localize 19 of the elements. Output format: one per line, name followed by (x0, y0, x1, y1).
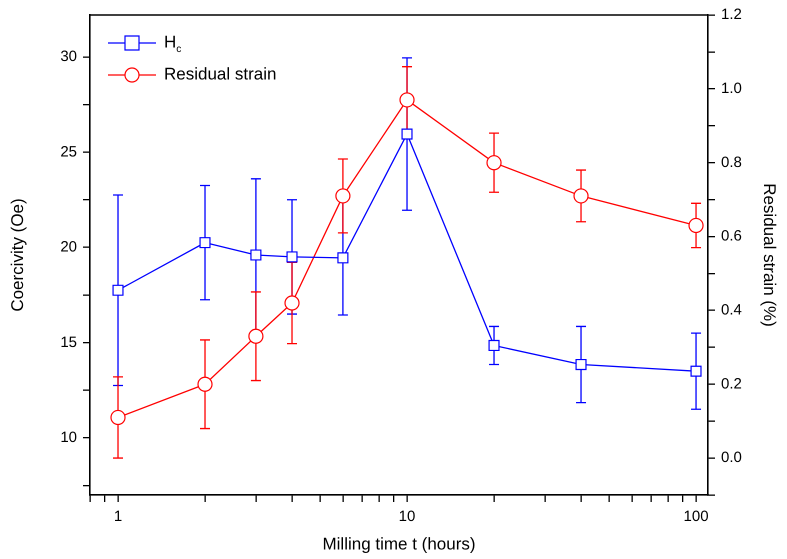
y2-axis-title: Residual strain (%) (760, 183, 780, 327)
x-tick-label: 1 (114, 508, 122, 526)
y-tick-label: 15 (60, 334, 77, 351)
y2-tick-label: 0.6 (721, 228, 742, 245)
y-axis-title: Coercivity (Oe) (8, 198, 27, 312)
y2-tick-label: 0.0 (721, 449, 742, 466)
y-tick-label: 20 (60, 238, 77, 256)
y-tick-label: 10 (60, 429, 77, 446)
y2-tick-label: 1.2 (721, 6, 742, 24)
y2-tick-label: 0.2 (721, 375, 742, 392)
y2-tick-label: 0.4 (721, 302, 742, 319)
y2-tick-label: 0.8 (721, 154, 742, 171)
y-tick-label: 30 (60, 48, 77, 66)
x-tick-label: 100 (684, 508, 709, 526)
y2-tick-label: 1.0 (721, 80, 742, 97)
legend-label: Residual strain (164, 64, 276, 84)
x-tick-label: 10 (398, 508, 416, 526)
y-tick-label: 25 (60, 143, 77, 160)
x-axis-title: Milling time t (hours) (322, 534, 476, 554)
